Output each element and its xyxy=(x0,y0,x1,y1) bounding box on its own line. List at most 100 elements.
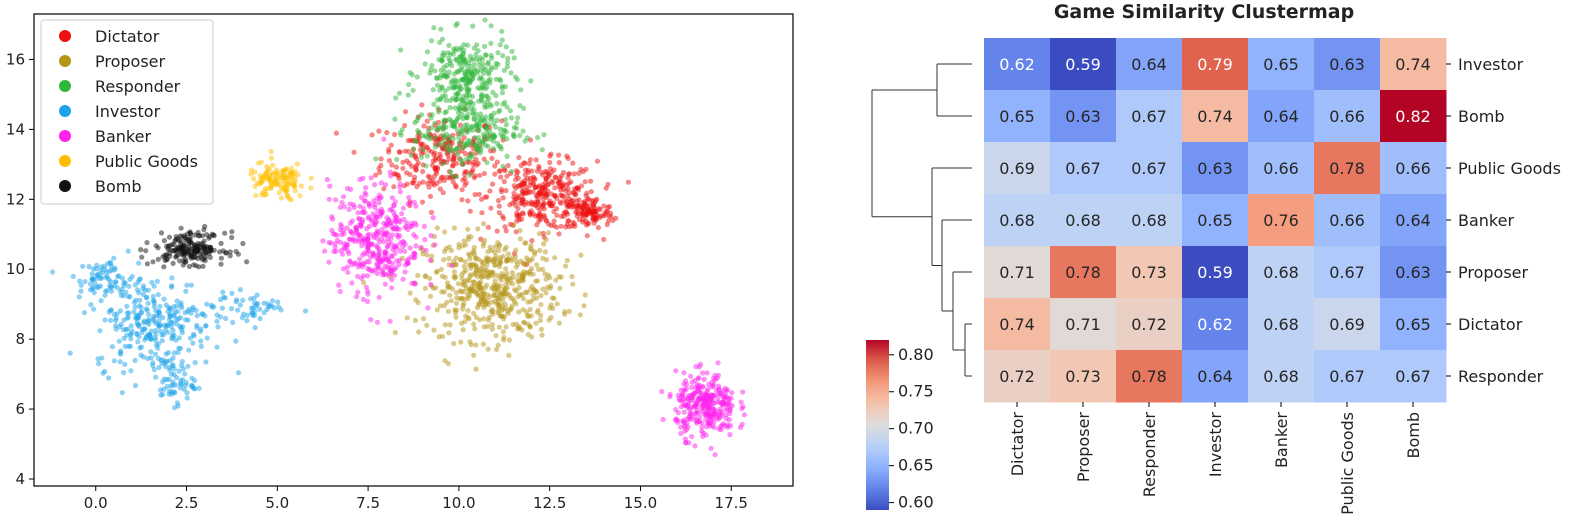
point-proposer xyxy=(515,277,521,283)
point-responder xyxy=(392,116,398,122)
point-investor xyxy=(219,305,225,311)
point-proposer xyxy=(415,272,421,279)
point-public-goods xyxy=(273,167,280,173)
point-banker xyxy=(689,434,695,440)
point-dictator xyxy=(476,191,482,197)
point-investor xyxy=(236,370,242,376)
point-proposer xyxy=(361,280,367,286)
heatmap-cell xyxy=(1380,350,1447,403)
point-proposer xyxy=(442,322,448,328)
point-responder xyxy=(456,135,462,141)
point-investor xyxy=(237,287,243,293)
point-banker xyxy=(366,200,372,207)
point-banker xyxy=(368,175,374,181)
point-banker xyxy=(384,244,390,250)
point-investor xyxy=(189,384,195,390)
point-dictator xyxy=(578,183,585,189)
point-investor xyxy=(140,286,146,292)
point-responder xyxy=(419,133,425,139)
point-dictator xyxy=(573,209,579,215)
point-public-goods xyxy=(261,174,267,180)
point-proposer xyxy=(467,339,473,345)
point-proposer xyxy=(506,280,512,286)
point-banker xyxy=(696,415,703,421)
point-proposer xyxy=(538,326,545,332)
point-banker xyxy=(347,236,353,242)
heatmap-cell-value: 0.67 xyxy=(1131,159,1167,178)
point-dictator xyxy=(437,154,444,160)
point-responder xyxy=(471,116,477,122)
point-proposer xyxy=(577,312,584,318)
heatmap-cell-value: 0.74 xyxy=(1395,55,1431,74)
point-proposer xyxy=(422,285,428,291)
point-dictator xyxy=(551,222,557,229)
point-banker xyxy=(381,136,387,142)
point-bomb xyxy=(193,263,199,269)
point-dictator xyxy=(496,203,502,209)
point-investor xyxy=(153,342,159,348)
point-investor xyxy=(166,388,172,394)
point-investor xyxy=(229,290,235,296)
point-dictator xyxy=(519,216,525,222)
heatmap-cell-value: 0.62 xyxy=(999,55,1035,74)
point-proposer xyxy=(469,287,475,293)
point-responder xyxy=(441,132,447,139)
point-banker xyxy=(361,198,368,204)
point-investor xyxy=(198,338,204,344)
point-dictator xyxy=(530,211,536,217)
point-investor xyxy=(150,362,156,369)
point-proposer xyxy=(392,329,398,336)
heatmap-cell-value: 0.67 xyxy=(1329,367,1365,386)
point-investor xyxy=(82,279,88,285)
point-responder xyxy=(437,39,443,46)
point-responder xyxy=(468,124,474,130)
point-responder xyxy=(539,147,545,153)
point-investor xyxy=(111,255,117,261)
point-dictator xyxy=(435,166,441,172)
point-banker xyxy=(411,251,418,257)
x-tick-label: 2.5 xyxy=(175,494,199,512)
point-banker xyxy=(369,242,375,248)
point-proposer xyxy=(523,240,529,246)
point-dictator xyxy=(580,210,586,217)
point-dictator xyxy=(571,190,578,196)
point-investor xyxy=(184,395,190,401)
point-responder xyxy=(469,109,475,115)
point-banker xyxy=(685,424,691,430)
point-bomb xyxy=(211,247,217,253)
point-investor xyxy=(131,309,137,315)
heatmap-cell xyxy=(984,142,1051,195)
point-dictator xyxy=(520,196,526,202)
point-investor xyxy=(148,355,154,361)
point-responder xyxy=(436,109,442,115)
point-banker xyxy=(716,387,722,393)
point-responder xyxy=(396,90,403,96)
point-proposer xyxy=(525,299,531,305)
point-dictator xyxy=(548,151,554,157)
point-investor xyxy=(136,260,142,266)
point-responder xyxy=(511,125,517,131)
point-proposer xyxy=(491,285,497,291)
point-responder xyxy=(393,95,399,101)
point-responder xyxy=(418,154,425,160)
point-proposer xyxy=(552,255,558,261)
point-dictator xyxy=(613,215,619,221)
point-responder xyxy=(442,110,448,116)
point-investor xyxy=(221,294,227,300)
point-proposer xyxy=(442,248,448,255)
point-banker xyxy=(372,182,378,188)
point-banker xyxy=(726,400,733,406)
point-dictator xyxy=(419,199,426,205)
point-investor xyxy=(156,364,162,371)
point-proposer xyxy=(471,248,477,254)
heatmap-cell xyxy=(1116,194,1183,247)
point-banker xyxy=(701,402,707,408)
point-investor xyxy=(102,368,108,374)
point-banker xyxy=(348,228,354,234)
point-banker xyxy=(725,422,731,428)
point-responder xyxy=(471,45,477,51)
point-dictator xyxy=(588,178,594,184)
point-proposer xyxy=(441,257,447,263)
point-dictator xyxy=(465,198,471,204)
point-proposer xyxy=(446,255,452,262)
